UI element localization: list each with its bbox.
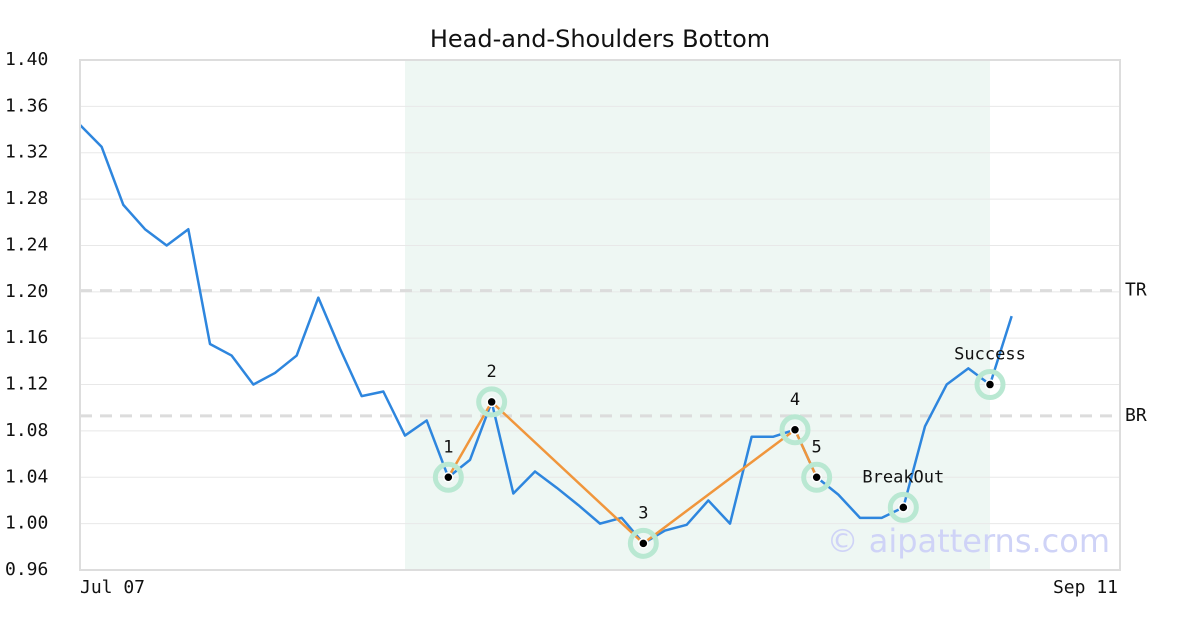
point-halo	[974, 369, 1006, 401]
point-label: Success	[954, 345, 1026, 365]
point-dot	[789, 424, 801, 435]
y-tick-label: 1.12	[5, 374, 48, 395]
point-dot	[443, 472, 454, 483]
y-tick-label: 1.20	[5, 281, 48, 302]
y-tick-label: 1.24	[5, 234, 48, 255]
plot-border	[79, 59, 1121, 571]
y-tick-label: 1.08	[5, 420, 48, 441]
point-halo	[801, 461, 833, 493]
x-tick-label: Jul 07	[80, 577, 145, 598]
point-label: 4	[790, 390, 800, 410]
point-label: 1	[443, 437, 453, 457]
point-dot	[811, 472, 822, 483]
point-dot	[984, 379, 996, 390]
point-halo	[627, 527, 659, 559]
y-tick-label: 1.36	[5, 95, 48, 116]
point-halo	[779, 414, 811, 446]
y-tick-label: 1.40	[5, 49, 48, 70]
point-halo	[476, 386, 508, 418]
price-line	[79, 124, 1013, 545]
y-tick-label: 1.32	[5, 142, 48, 163]
y-tick-label: 1.28	[5, 188, 48, 209]
y-tick-label: 0.96	[5, 559, 48, 580]
point-dot	[486, 396, 497, 408]
y-tick-label: 1.16	[5, 327, 48, 348]
point-dot	[638, 538, 649, 549]
watermark: © aipatterns.com	[827, 522, 1110, 560]
point-halo	[432, 461, 464, 493]
x-tick-label: Sep 11	[1053, 577, 1118, 598]
level-label: TR	[1125, 280, 1147, 301]
y-tick-label: 1.04	[5, 466, 48, 487]
point-label: 2	[487, 362, 497, 382]
pattern-region	[405, 60, 990, 570]
point-dot	[898, 502, 909, 513]
chart-title: Head-and-Shoulders Bottom	[430, 25, 770, 53]
point-halo	[887, 491, 919, 523]
point-label: 5	[812, 437, 822, 457]
point-label: 3	[638, 503, 648, 523]
level-label: BR	[1125, 405, 1147, 426]
point-label: BreakOut	[862, 467, 944, 487]
y-tick-label: 1.00	[5, 513, 48, 534]
